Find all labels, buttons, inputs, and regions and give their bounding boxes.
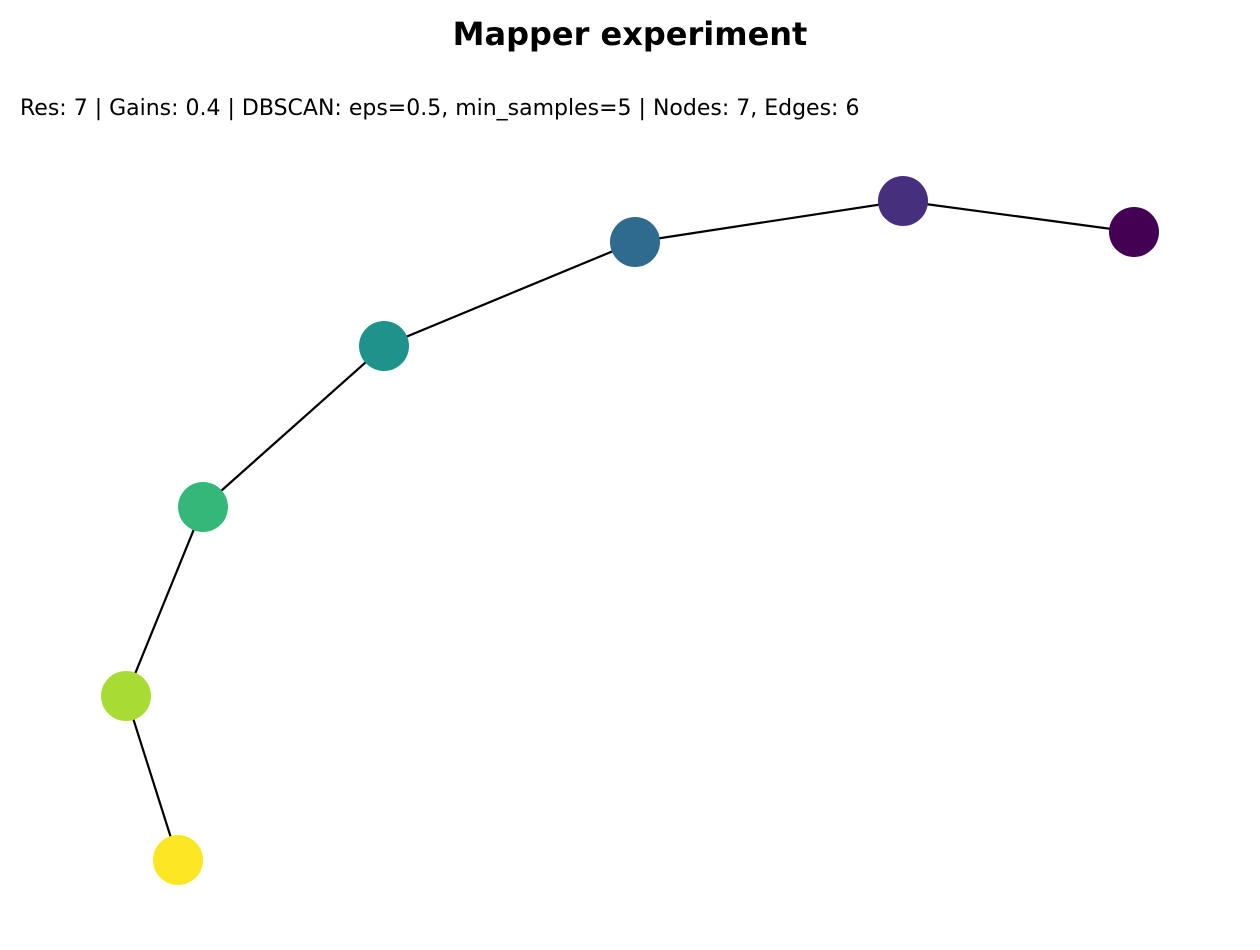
graph-node-n6	[153, 835, 203, 885]
graph-edge-n4-n5	[124, 506, 205, 697]
graph-node-n4	[178, 482, 228, 532]
figure-title: Mapper experiment	[452, 15, 808, 53]
graph-edge-n1-n2	[634, 199, 904, 244]
graph-node-n5	[101, 671, 151, 721]
graph-node-n1	[878, 176, 928, 226]
nodes-layer	[101, 176, 1159, 885]
figure-subtitle: Res: 7 | Gains: 0.4 | DBSCAN: eps=0.5, m…	[20, 96, 860, 121]
graph-edge-n5-n6	[124, 695, 180, 861]
graph-node-n0	[1109, 207, 1159, 257]
graph-edge-n3-n4	[202, 345, 385, 508]
edges-layer	[124, 199, 1135, 861]
graph-edge-n2-n3	[383, 240, 636, 348]
graph-edge-n0-n1	[902, 199, 1135, 234]
graph-node-n2	[610, 217, 660, 267]
graph-node-n3	[359, 321, 409, 371]
